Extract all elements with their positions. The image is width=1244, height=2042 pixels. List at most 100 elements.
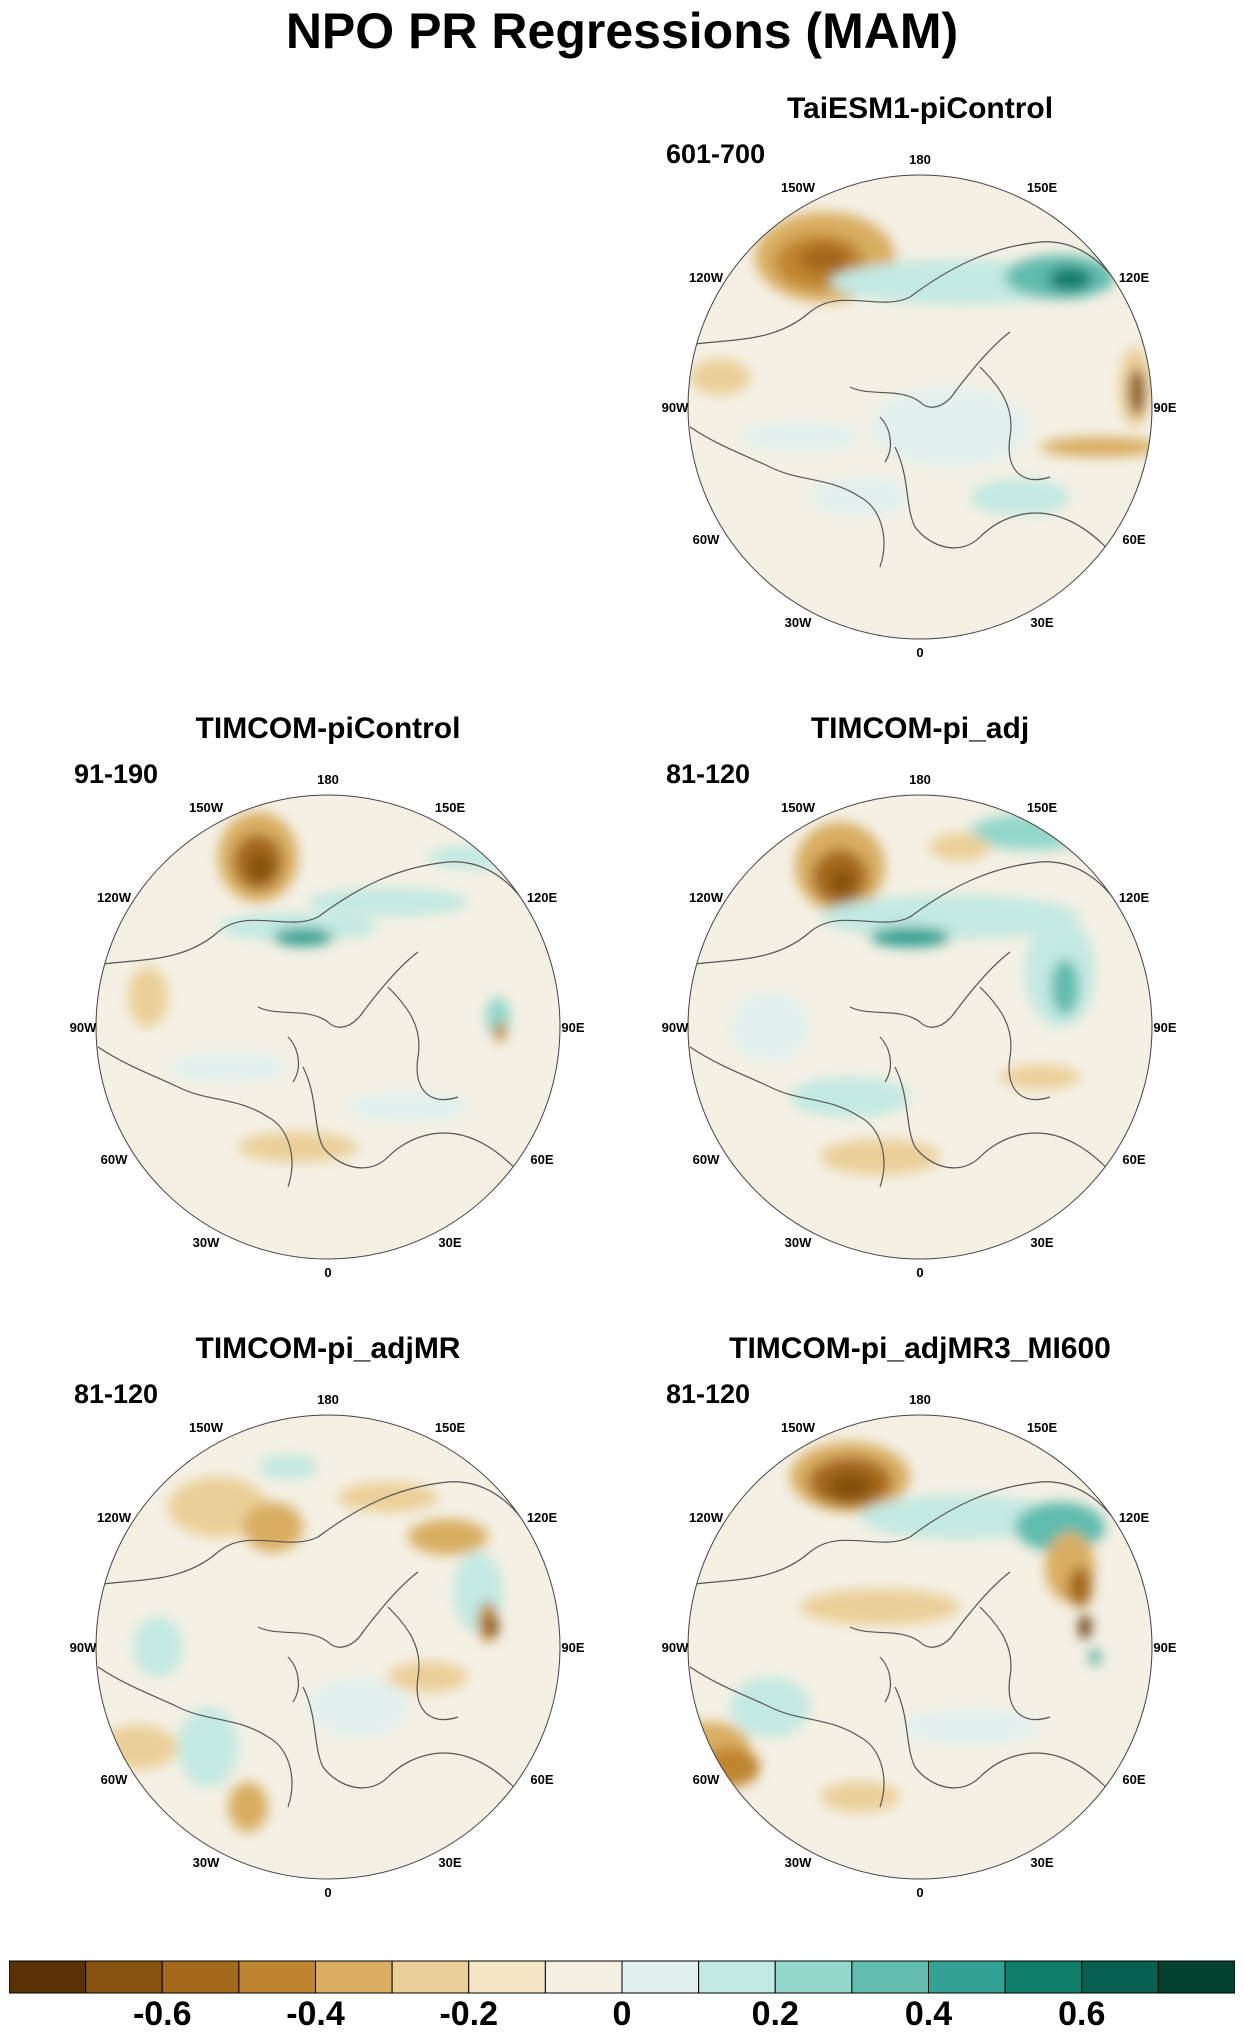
colorbar (9, 1960, 1235, 1994)
coastline (849, 1571, 1011, 1648)
anomaly-patch (1051, 959, 1079, 1015)
longitude-label: 150W (189, 1420, 224, 1435)
anomaly-patch (228, 1782, 268, 1832)
coastline (894, 1066, 1136, 1208)
colorbar-tick-label: 0 (612, 1995, 632, 2033)
anomaly-patch (1000, 1065, 1080, 1089)
longitude-label: 120E (1119, 1510, 1150, 1525)
colorbar-tick-label: 0.4 (904, 1995, 953, 2033)
longitude-label: 60W (693, 1772, 720, 1787)
anomaly-patch (828, 1473, 872, 1501)
coastline (979, 366, 1051, 481)
anomaly-patch (1090, 1649, 1100, 1665)
longitude-label: 60E (530, 1772, 553, 1787)
longitude-label: 30W (785, 1855, 812, 1870)
anomaly-patch (258, 1455, 318, 1479)
coastline (302, 1686, 544, 1828)
colorbar-segment (238, 1960, 316, 1994)
longitude-label: 150W (781, 180, 816, 195)
longitude-label: 60E (1122, 532, 1145, 547)
colorbar-tick-label: -0.2 (439, 1995, 499, 2033)
colorbar-segment (391, 1960, 470, 1994)
longitude-label: 150E (1027, 800, 1058, 815)
longitude-label: 30W (785, 1235, 812, 1250)
map-border (95, 794, 561, 1260)
longitude-label: 150E (435, 800, 466, 815)
longitude-label: 60W (101, 1772, 128, 1787)
colorbar-segment (9, 1960, 87, 1994)
longitude-label: 90E (561, 1020, 584, 1035)
map-background (688, 1415, 1152, 1879)
panel-years: 81-120 (666, 759, 751, 789)
longitude-label: 120W (689, 270, 724, 285)
longitude-label: 90E (1153, 400, 1176, 415)
colorbar-tick-label: -0.4 (286, 1995, 345, 2033)
map-panel-timcom-pi-adjmr3-mi600: TIMCOM-pi_adjMR3_MI600 81-120 180 150E 120… (640, 1332, 1200, 1932)
longitude-label: 0 (916, 645, 923, 660)
coastline (96, 1481, 534, 1588)
longitude-label: 30E (438, 1855, 461, 1870)
anomaly-patch (1079, 1615, 1091, 1639)
anomaly-patch (790, 1077, 910, 1117)
anomaly-patch (388, 1662, 468, 1692)
anomaly-patch (820, 1782, 900, 1812)
anomaly-patch (248, 853, 272, 881)
longitude-label: 0 (916, 1885, 923, 1900)
map-border (687, 174, 1153, 640)
longitude-label: 150E (1027, 180, 1058, 195)
anomaly-patch (98, 1725, 178, 1769)
anomaly-patch (494, 1022, 506, 1042)
anomaly-patch (1129, 368, 1145, 416)
coastline (287, 1656, 300, 1703)
map-border (687, 1414, 1153, 1880)
coastline (97, 1046, 293, 1188)
anomaly-field (128, 812, 528, 1162)
anomaly-patch (930, 833, 990, 861)
colorbar-tick-label: 0.6 (1058, 1995, 1106, 2033)
anomaly-patch (800, 244, 850, 274)
longitude-label: 120W (689, 890, 724, 905)
polar-map-3: 180 150E 120E 90E 60E 30E 0 30W 60W 90W 120W 150W (70, 1392, 585, 1900)
longitude-label: 150E (1027, 1420, 1058, 1435)
anomaly-patch (970, 479, 1070, 515)
longitude-label: 120W (689, 1510, 724, 1525)
colorbar-segment (315, 1960, 393, 1994)
longitude-label: 30W (193, 1235, 220, 1250)
coastline (879, 1656, 892, 1703)
longitude-label: 180 (909, 152, 931, 167)
anomaly-patch (860, 1495, 1060, 1539)
longitude-label: 120E (527, 890, 558, 905)
longitude-label: 60W (693, 1152, 720, 1167)
anomaly-patch (308, 888, 468, 916)
map-panel-timcom-picontrol: TIMCOM-piControl 91-190 180 150E 120E 90E 60… (48, 712, 608, 1312)
longitude-label: 90E (1153, 1020, 1176, 1035)
panel-years: 81-120 (666, 1379, 751, 1409)
map-panel-timcom-pi-adjmr: TIMCOM-pi_adjMR 81-120 180 150E 120E 90E 60E… (48, 1332, 608, 1932)
colorbar-segment (544, 1960, 623, 1994)
colorbar-tick-label: 0.2 (751, 1995, 799, 2033)
longitude-label: 60E (1122, 1152, 1145, 1167)
longitude-label: 30E (1030, 1235, 1053, 1250)
longitude-label: 30W (785, 615, 812, 630)
coastline (689, 426, 885, 568)
longitude-label: 60E (1122, 1772, 1145, 1787)
panel-title: TIMCOM-pi_adjMR3_MI600 (729, 1332, 1111, 1365)
polar-map-0: 180 150E 120E 90E 60E 30E 0 30W 60W 90W 120W 150W (662, 152, 1177, 660)
longitude-label: 30E (1030, 615, 1053, 630)
coastlines (96, 1481, 544, 1828)
coastline (302, 1066, 544, 1208)
colorbar-segment (698, 1960, 776, 1994)
map-panel-timcom-pi-adj: TIMCOM-pi_adj 81-120 180 150E 120E 90E 60E 30… (640, 712, 1200, 1312)
longitude-label: 180 (909, 1392, 931, 1407)
longitude-label: 90W (70, 1640, 97, 1655)
coastline (894, 1686, 1136, 1828)
polar-map-2: 180 150E 120E 90E 60E 30E 0 30W 60W 90W 120W 150W (662, 772, 1177, 1280)
longitude-label: 0 (324, 1885, 331, 1900)
colorbar-segment (1157, 1960, 1235, 1994)
colorbar-tick-label: -0.6 (132, 1995, 192, 2033)
polar-map-1: 180 150E 120E 90E 60E 30E 0 30W 60W 90W 120W 150W (70, 772, 585, 1280)
coastline (387, 986, 459, 1101)
anomaly-patch (273, 928, 333, 946)
coastline (689, 1046, 885, 1188)
longitude-label: 180 (317, 772, 339, 787)
